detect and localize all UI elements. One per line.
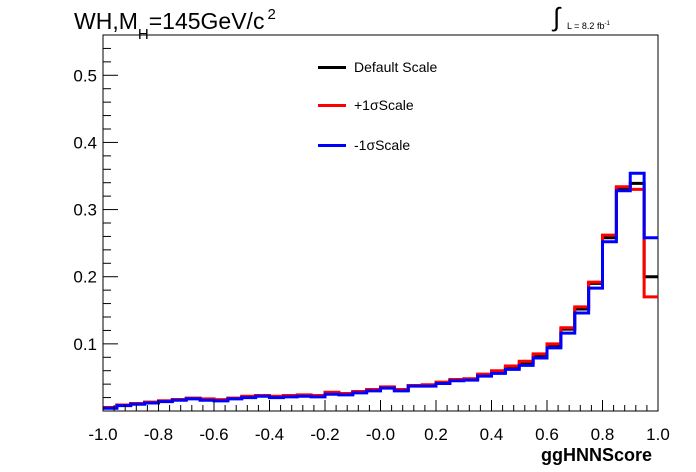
title-rest: =145GeV/c (148, 8, 265, 34)
y-tick-label: 0.5 (73, 66, 97, 85)
x-tick-label: 0.6 (535, 425, 559, 444)
x-tick-label: -0.0 (366, 425, 395, 444)
frame (102, 34, 659, 412)
y-tick-label: 0.3 (73, 201, 97, 220)
y-tick-label: 0.1 (73, 335, 97, 354)
y-axis: 0.1 0.2 0.3 0.4 0.5 (73, 47, 118, 399)
legend-entry-default: Default Scale (318, 57, 437, 77)
x-tick-label: 0.2 (424, 425, 448, 444)
legend-entry-plus: +1σScale (318, 95, 414, 115)
legend-swatch-default (318, 65, 346, 69)
series-line-1 (103, 185, 658, 410)
y-tick-label: 0.2 (73, 268, 97, 287)
integral-sign: ∫ (553, 2, 561, 32)
x-tick-label: -0.4 (255, 425, 284, 444)
histogram-layer (103, 171, 658, 410)
luminosity-text: L = 8.2 fb (567, 21, 605, 31)
x-tick-label: -0.6 (199, 425, 228, 444)
x-tick-label: 0.4 (480, 425, 504, 444)
legend-entry-minus: -1σScale (318, 135, 410, 155)
legend-label-plus: +1σScale (354, 97, 414, 113)
legend-swatch-minus (318, 143, 346, 147)
title-main: WH,M (74, 8, 138, 34)
luminosity-superscript: -1 (604, 21, 610, 27)
legend-swatch-plus (318, 103, 346, 107)
x-tick-label: -0.2 (310, 425, 339, 444)
chart-title: WH,MH=145GeV/c 2 (74, 6, 276, 43)
x-axis: -1.0 -0.8 -0.6 -0.4 -0.2 -0.0 0.2 0.4 0.6 0.8 1.0 (88, 400, 670, 444)
legend-label-default: Default Scale (354, 59, 438, 75)
x-tick-label: 0.8 (591, 425, 615, 444)
x-tick-label: 1.0 (646, 425, 670, 444)
x-tick-label: -1.0 (88, 425, 117, 444)
series-line-2 (103, 171, 658, 410)
title-superscript: 2 (267, 6, 276, 23)
x-axis-title: ggHNNScore (541, 445, 652, 465)
series-line-0 (103, 181, 658, 410)
x-tick-label: -0.8 (144, 425, 173, 444)
y-tick-label: 0.4 (73, 133, 97, 152)
title-subscript: H (137, 26, 149, 43)
legend-label-minus: -1σScale (354, 137, 411, 153)
